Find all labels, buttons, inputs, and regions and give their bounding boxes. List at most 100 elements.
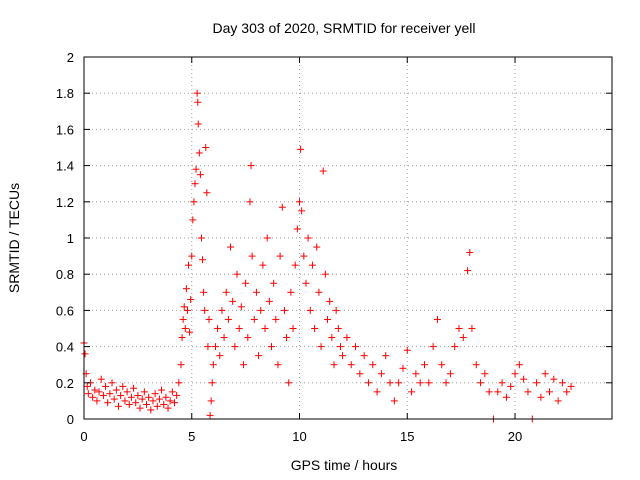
- y-tick-label: 1.8: [56, 86, 74, 101]
- data-point: [502, 393, 510, 401]
- data-point: [408, 388, 416, 396]
- data-point: [293, 225, 301, 233]
- data-point: [102, 382, 110, 390]
- data-point: [446, 370, 454, 378]
- data-point: [364, 379, 372, 387]
- data-point: [477, 379, 485, 387]
- data-point: [114, 402, 122, 410]
- x-tick-label: 5: [188, 429, 195, 444]
- data-point: [291, 261, 299, 269]
- data-point: [138, 395, 146, 403]
- data-point: [425, 379, 433, 387]
- y-tick-label: 0.6: [56, 303, 74, 318]
- data-point: [332, 306, 340, 314]
- data-point: [550, 375, 558, 383]
- data-point: [151, 390, 159, 398]
- data-point: [242, 279, 250, 287]
- data-point: [119, 382, 127, 390]
- data-point: [207, 397, 215, 405]
- data-point: [468, 325, 476, 332]
- axis-ticks: 0 5 10 15 20 0 0.2 0.4 0.6 0.8 1 1.2 1.4 1.6 1.8 2: [56, 50, 612, 444]
- data-point: [265, 297, 273, 305]
- x-tick-label: 0: [80, 429, 87, 444]
- data-point: [191, 180, 199, 188]
- data-point: [403, 346, 411, 354]
- data-point: [192, 165, 200, 173]
- data-point: [563, 388, 571, 396]
- data-point: [382, 352, 390, 360]
- data-point: [125, 401, 133, 409]
- data-point: [438, 361, 446, 369]
- data-point: [173, 391, 181, 399]
- data-point: [171, 399, 179, 407]
- data-point: [334, 325, 342, 332]
- x-tick-label: 15: [400, 429, 414, 444]
- data-point: [189, 216, 197, 224]
- data-point: [554, 397, 562, 405]
- data-point: [84, 390, 92, 398]
- data-point: [328, 334, 336, 342]
- data-point: [147, 406, 155, 414]
- data-point: [233, 270, 241, 278]
- data-point: [466, 248, 474, 256]
- data-point: [324, 315, 332, 323]
- data-point: [181, 325, 189, 332]
- data-point: [112, 386, 120, 394]
- data-point: [369, 361, 377, 369]
- data-point: [267, 343, 275, 351]
- data-point: [104, 399, 112, 407]
- data-point: [206, 411, 214, 419]
- data-point: [248, 252, 256, 260]
- data-point: [339, 352, 347, 360]
- grid: [84, 57, 612, 419]
- data-point: [330, 361, 338, 369]
- data-point: [276, 252, 284, 260]
- data-point: [442, 379, 450, 387]
- data-point: [255, 352, 263, 360]
- data-point: [257, 306, 265, 314]
- data-point: [187, 296, 195, 304]
- data-point: [178, 334, 186, 342]
- data-point: [481, 370, 489, 378]
- data-point: [304, 234, 312, 242]
- data-point: [485, 388, 493, 396]
- data-point: [99, 391, 107, 399]
- data-point: [296, 198, 304, 206]
- data-point: [195, 149, 203, 157]
- data-point: [308, 261, 316, 269]
- data-point: [222, 288, 230, 296]
- data-point: [315, 288, 323, 296]
- data-point: [201, 306, 209, 314]
- y-tick-label: 0.4: [56, 340, 74, 355]
- data-point: [537, 393, 545, 401]
- data-point: [280, 306, 288, 314]
- data-point: [197, 234, 205, 242]
- data-point: [229, 297, 237, 305]
- data-point: [274, 361, 282, 369]
- y-tick-label: 1: [67, 231, 74, 246]
- data-point: [168, 388, 176, 396]
- data-point: [224, 315, 232, 323]
- data-point: [317, 343, 325, 351]
- data-point: [196, 171, 204, 179]
- data-point: [108, 379, 116, 387]
- data-point: [352, 343, 360, 351]
- data-point: [511, 370, 519, 378]
- data-point: [117, 391, 125, 399]
- data-point: [244, 334, 252, 342]
- data-point: [130, 384, 138, 392]
- data-point: [263, 234, 271, 242]
- data-point: [218, 306, 226, 314]
- data-point: [205, 315, 213, 323]
- data-point: [347, 361, 355, 369]
- data-point: [83, 382, 91, 390]
- data-point: [177, 361, 185, 369]
- data-point: [261, 325, 269, 332]
- data-point: [283, 334, 291, 342]
- data-point: [182, 285, 190, 293]
- y-tick-label: 0.8: [56, 267, 74, 282]
- data-point: [390, 397, 398, 405]
- data-point: [106, 390, 114, 398]
- data-point: [459, 334, 467, 342]
